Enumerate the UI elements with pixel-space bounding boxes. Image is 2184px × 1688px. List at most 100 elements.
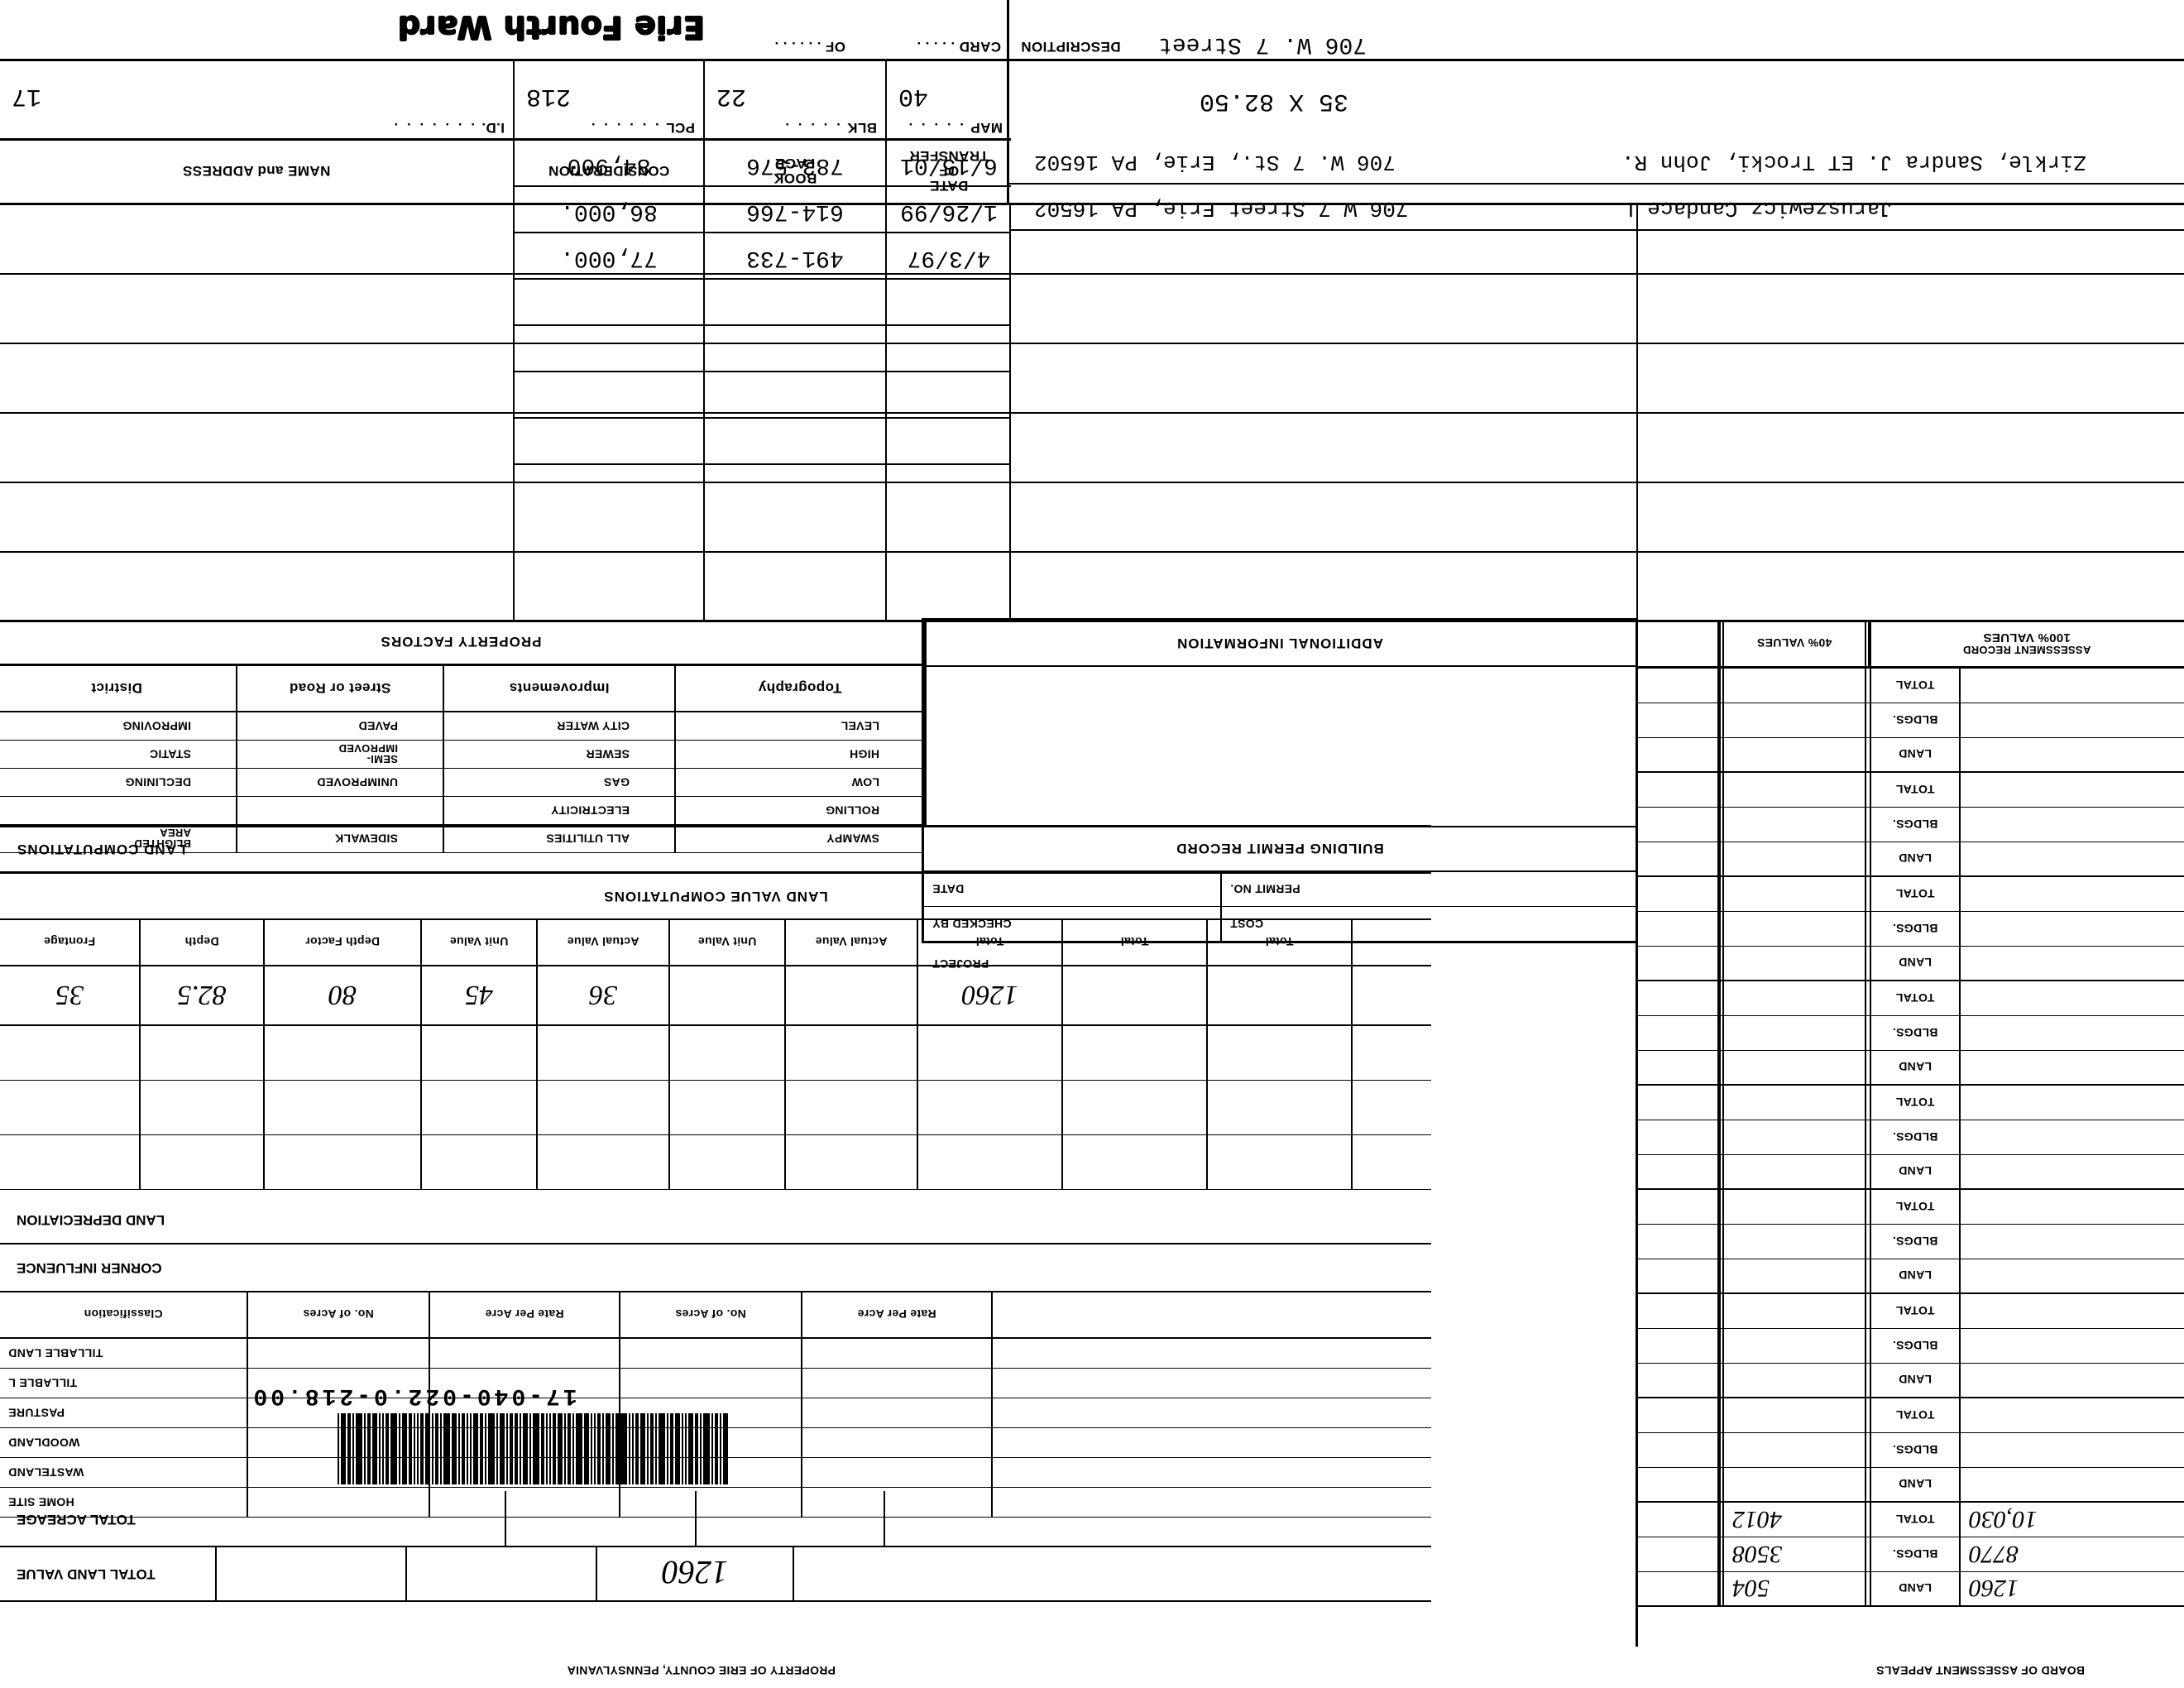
property-factors-checkbox[interactable] <box>638 797 674 824</box>
land-value-blank-cell <box>538 1025 670 1080</box>
assessment-value-40-cell <box>1721 981 1870 1015</box>
land-value-actual_value_1: 36 <box>589 980 617 1010</box>
total-acreage-band: TOTAL ACREAGE <box>0 1491 1431 1547</box>
property-factors-row: ROLLING ELECTRICITY <box>0 797 924 825</box>
land-value-blank-cell <box>265 1134 422 1189</box>
assessment-row-label-cell: TOTAL <box>1870 1293 1961 1328</box>
parcel-id-label: MAP. . . . . <box>906 120 1003 136</box>
land-value-blank-row <box>0 1134 1431 1190</box>
assessment-value-40-cell <box>1721 1398 1870 1432</box>
assessment-value-100-cell <box>1961 1466 2184 1501</box>
property-factors-checkbox[interactable] <box>199 825 236 852</box>
transfer-date-cell <box>887 324 1011 371</box>
land-value-blank-cell <box>422 1025 538 1080</box>
property-factors-checkbox[interactable] <box>406 825 443 852</box>
assessment-row-label: TOTAL <box>1895 887 1935 901</box>
assessment-value-40-cell <box>1721 1432 1870 1467</box>
assessment-gutter-cell <box>1638 1293 1721 1328</box>
transfer-values-row: 1/26/99 614-766 86,000. <box>515 185 1011 233</box>
assessment-total-100: 10,030 <box>1969 1506 2038 1533</box>
assessment-row-label: LAND <box>1898 747 1933 761</box>
classification-header-cell: No. of Acres <box>248 1291 430 1337</box>
property-factors-checkbox[interactable] <box>638 825 674 852</box>
assessment-row-label: TOTAL <box>1895 1513 1935 1527</box>
property-factors-checkbox[interactable] <box>888 797 924 824</box>
blank-rule <box>0 412 2184 414</box>
assessment-row-label: TOTAL <box>1895 1096 1935 1110</box>
transfer-values-row <box>515 371 1011 419</box>
transfer-date-cell <box>887 371 1011 417</box>
assessment-row-label: TOTAL <box>1895 1304 1935 1318</box>
land-value-blank-cell <box>670 1025 786 1080</box>
assessment-value-40-cell: 504 <box>1721 1571 1870 1605</box>
land-value-header-label: Depth Factor <box>305 935 380 949</box>
land-value-blank-cell <box>918 1134 1063 1189</box>
blank-rule <box>0 343 2184 344</box>
additional-information-title: ADDITIONAL INFORMATION <box>1176 635 1383 651</box>
property-factors-checkbox[interactable] <box>888 769 924 796</box>
parcel-id-label: PCL. . . . . . <box>588 120 695 136</box>
land-value-data-cell: 35 <box>0 965 141 1024</box>
classification-header: Classification No. of Acres Rate Per Acre N… <box>0 1291 1431 1339</box>
assessment-value-40-cell <box>1721 1293 1870 1328</box>
assessment-bldgs-40: 3508 <box>1732 1541 1782 1568</box>
building-permit-field-right: DATE <box>924 871 1222 906</box>
property-factors-header-label: Improvements <box>509 679 610 696</box>
property-factors-checkbox[interactable] <box>406 769 443 796</box>
assessment-row-label-cell: LAND <box>1870 1049 1961 1084</box>
assessment-gutter-cell <box>1638 1502 1721 1537</box>
assessment-value-100-cell <box>1961 981 2184 1015</box>
property-factors-option-label: BLIGHTED AREA <box>134 827 191 850</box>
parcel-barcode <box>116 1413 728 1484</box>
classification-row-label: PASTURE <box>8 1406 65 1420</box>
assessment-row-label-cell: LAND <box>1870 1466 1961 1501</box>
property-factors-checkbox[interactable] <box>888 712 924 740</box>
property-factors-checkbox[interactable] <box>406 797 443 824</box>
assessment-header-40-cell: 40% VALUES <box>1721 620 1870 666</box>
assessment-row-label: TOTAL <box>1895 679 1935 693</box>
transfer-consideration-cell: 77,000. <box>515 232 705 278</box>
assessment-value-100-cell <box>1961 1293 2184 1328</box>
property-factors-title: PROPERTY FACTORS <box>380 634 542 650</box>
property-factors-checkbox[interactable] <box>888 741 924 768</box>
property-factors-checkbox[interactable] <box>199 741 236 768</box>
assessment-header-100-cell: ASSESSMENT RECORD 100% VALUES <box>1870 620 2184 666</box>
land-value-header-cell: Unit Value <box>670 918 786 965</box>
assessment-gutter-divider <box>1717 622 1724 1607</box>
assessment-value-40-cell <box>1721 1224 1870 1259</box>
transfer-consideration: 77,000. <box>560 245 658 271</box>
land-value-blank-cell <box>918 1025 1063 1080</box>
property-factors-checkbox[interactable] <box>199 712 236 740</box>
property-factors-checkbox[interactable] <box>199 797 236 824</box>
assessment-value-100-cell <box>1961 841 2184 875</box>
property-factors-checkbox[interactable] <box>199 769 236 796</box>
property-factors-checkbox[interactable] <box>638 712 674 740</box>
property-factors-checkbox[interactable] <box>888 825 924 852</box>
property-factors-option-label: HIGH <box>849 747 879 761</box>
property-factors-checkbox[interactable] <box>406 712 443 740</box>
assessment-gutter-cell <box>1638 1189 1721 1224</box>
assessment-gutter-cell <box>1638 1571 1721 1605</box>
assessment-value-100-cell: 10,030 <box>1961 1502 2184 1537</box>
total-land-value-extra-cell-2 <box>215 1546 405 1600</box>
classification-row-label: TILLABLE LAND <box>8 1346 103 1360</box>
property-factors-checkbox[interactable] <box>638 769 674 796</box>
property-factors-cell: UNIMPROVED <box>237 769 444 796</box>
classification-header-cell: Rate Per Acre <box>802 1291 993 1337</box>
assessment-row-label: BLDGS. <box>1892 1026 1938 1040</box>
assessment-row-label-cell: BLDGS. <box>1870 911 1961 946</box>
land-value-blank-cell <box>670 1134 786 1189</box>
transfer-consideration-cell: 84,900 <box>515 139 705 185</box>
transfer-book-page-cell <box>705 371 887 417</box>
land-value-blank-cell <box>141 1134 265 1189</box>
corner-influence-label: CORNER INFLUENCE <box>17 1260 162 1276</box>
property-factors-checkbox[interactable] <box>406 741 443 768</box>
parcel-id-value: 40 <box>898 82 929 110</box>
classification-cell <box>802 1338 993 1368</box>
property-factors-checkbox[interactable] <box>638 741 674 768</box>
land-value-blank-cell <box>1208 1080 1353 1134</box>
transfer-address: 706 W 7 Street Erie, PA 16502 <box>1034 196 1409 221</box>
land-value-blank-cell <box>538 1080 670 1134</box>
building-permit-field-left: COST <box>1222 906 1636 941</box>
